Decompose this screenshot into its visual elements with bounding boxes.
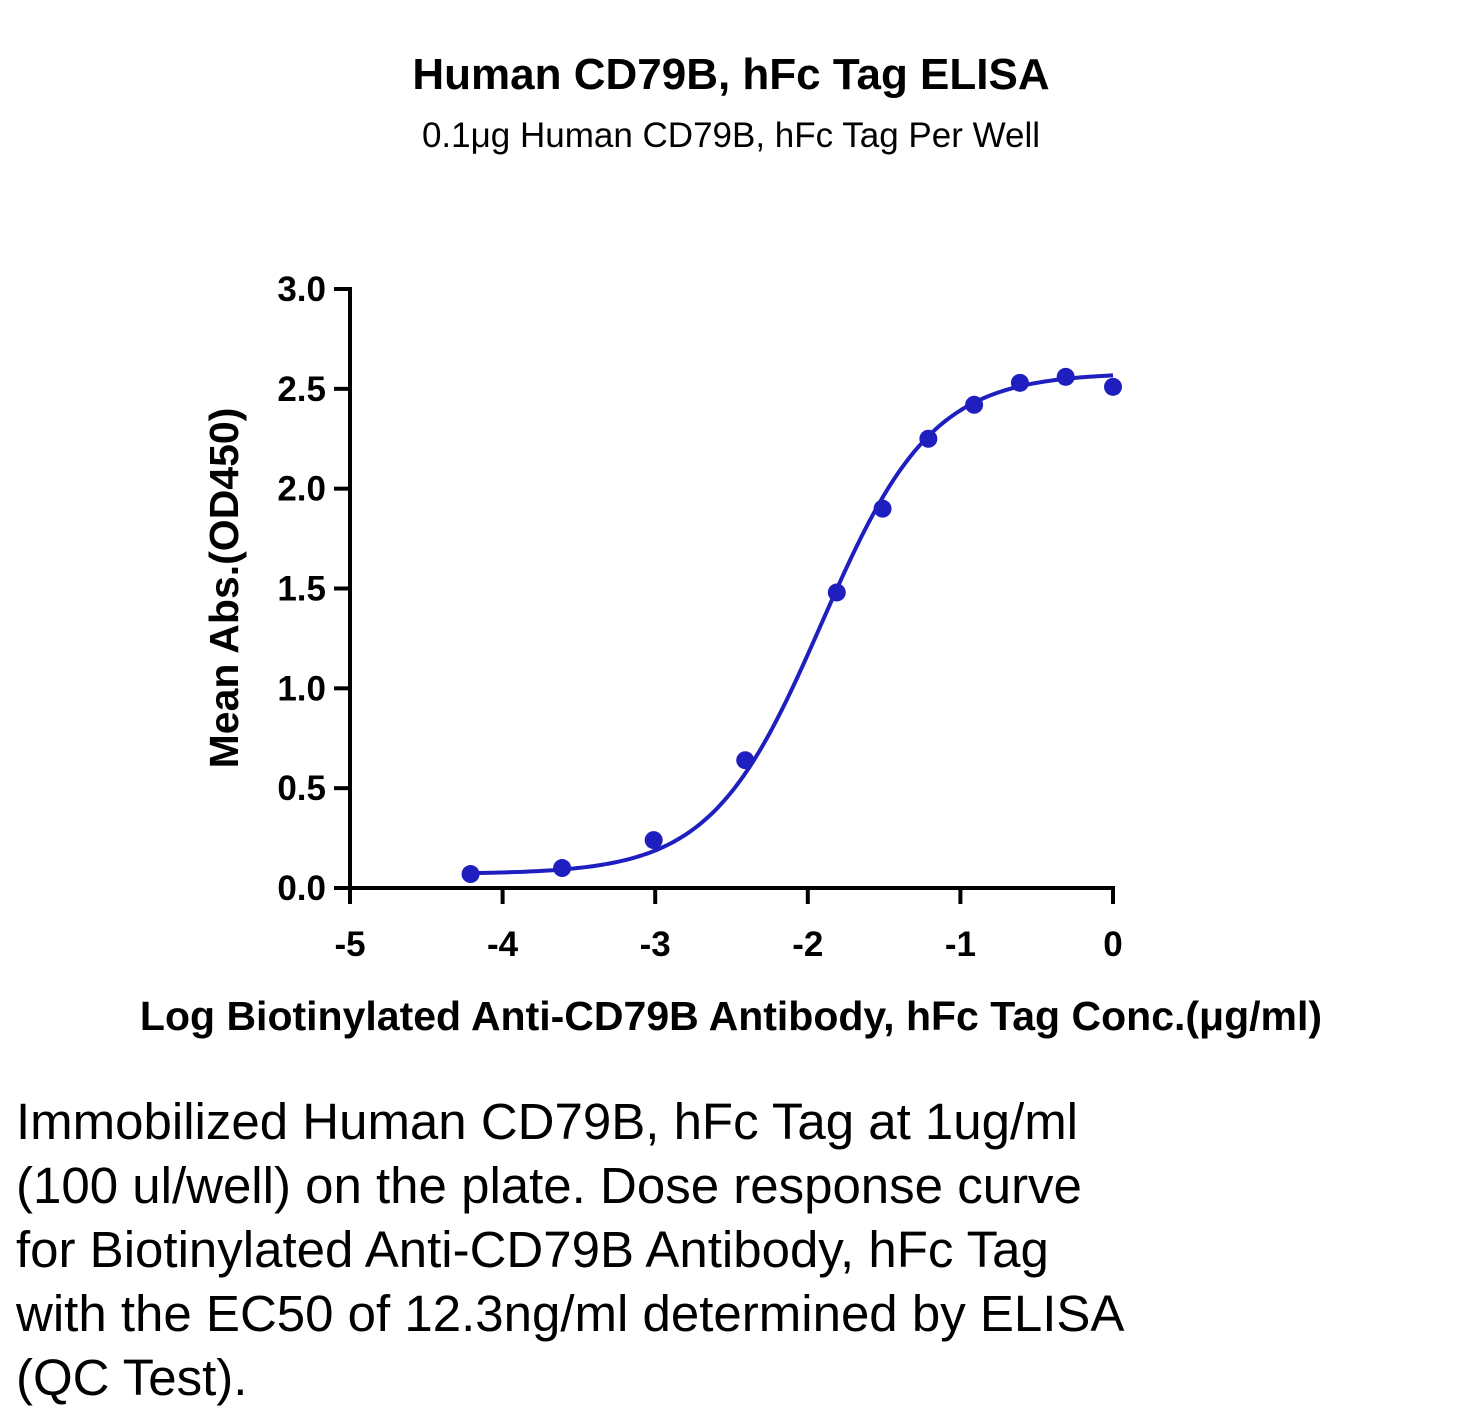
data-point [1104, 377, 1122, 396]
y-tick-label: 3.0 [277, 270, 326, 309]
x-tick-label: -3 [640, 925, 671, 964]
y-tick-label: 1.5 [277, 570, 326, 609]
x-tick-label: -2 [792, 925, 823, 964]
x-tick-label: -1 [945, 925, 976, 964]
x-tick-label: -4 [487, 925, 519, 964]
data-point [873, 499, 892, 518]
chart-plot: 0.0 0.5 1.0 1.5 2.0 2.5 3.0 -5 -4 -3 -2 -1 0 Log Bio… [140, 270, 1322, 1039]
y-tick-label: 2.0 [277, 470, 326, 509]
data-point [644, 831, 663, 850]
data-point [919, 429, 938, 448]
data-point [461, 865, 480, 884]
x-tick-label: -5 [334, 925, 365, 964]
data-point [965, 395, 984, 414]
caption-text: Immobilized Human CD79B, hFc Tag at 1ug/… [16, 1093, 1122, 1406]
data-point [553, 859, 572, 878]
x-axis-title: Log Biotinylated Anti-CD79B Antibody, hF… [140, 993, 1322, 1039]
data-point [736, 751, 755, 770]
y-tick-label: 2.5 [277, 370, 326, 409]
data-point [1056, 367, 1075, 386]
data-point [827, 583, 846, 602]
y-tick-label: 1.0 [277, 669, 326, 708]
x-tick-label: 0 [1103, 925, 1122, 964]
y-axis-title: Mean Abs.(OD450) [201, 408, 247, 769]
y-tick-label: 0.0 [277, 869, 326, 908]
y-tick-label: 0.5 [277, 769, 326, 808]
chart-subtitle: 0.1μg Human CD79B, hFc Tag Per Well [421, 116, 1041, 155]
data-point [1010, 373, 1029, 392]
fit-curve [470, 373, 1114, 876]
chart-title: Human CD79B, hFc Tag ELISA [412, 50, 1050, 99]
